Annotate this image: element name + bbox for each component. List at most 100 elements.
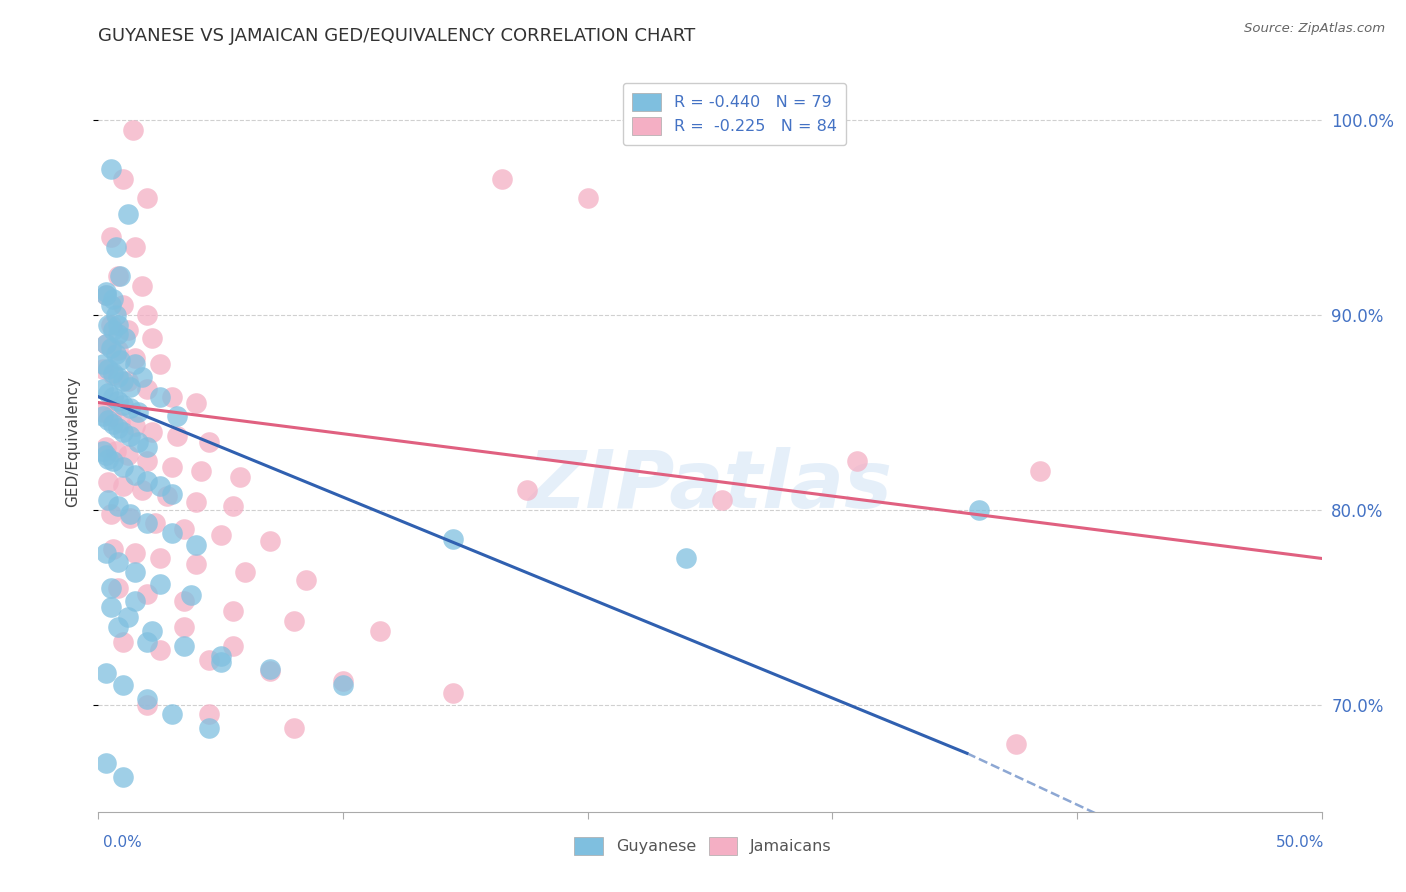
Point [441,532,464,546]
Point [94,546,117,560]
Point [141,624,163,638]
Point [136,454,159,468]
Point [107,327,129,342]
Point [259,663,281,677]
Point [127,434,149,449]
Point [120,401,142,416]
Text: GUYANESE VS JAMAICAN GED/EQUIVALENCY CORRELATION CHART: GUYANESE VS JAMAICAN GED/EQUIVALENCY COR… [98,27,696,45]
Point [101,541,124,556]
Point [222,604,245,618]
Point [94,756,117,770]
Point [197,434,219,449]
Point [173,594,195,608]
Point [111,459,134,474]
Point [259,665,281,679]
Point [166,428,188,442]
Point [141,425,163,439]
Point [97,493,120,508]
Point [259,533,281,548]
Point [515,483,537,498]
Point [233,565,256,579]
Point [1029,464,1052,478]
Point [94,448,117,462]
Point [136,635,159,649]
Point [197,707,219,722]
Point [149,576,172,591]
Point [136,698,159,712]
Point [131,278,153,293]
Point [97,318,120,332]
Point [94,285,117,299]
Point [332,674,354,689]
Point [91,362,114,376]
Point [111,374,134,388]
Point [104,347,127,361]
Point [845,454,868,468]
Point [111,635,134,649]
Point [97,362,120,376]
Point [94,666,117,681]
Point [173,522,195,536]
Point [120,380,142,394]
Point [110,352,132,367]
Point [107,499,129,513]
Point [120,428,142,442]
Point [97,413,120,427]
Point [209,528,232,542]
Point [149,357,172,371]
Point [117,374,139,388]
Point [117,324,139,338]
Point [94,337,117,351]
Point [94,288,117,302]
Point [117,448,139,462]
Point [101,390,124,404]
Point [101,368,124,383]
Point [143,516,166,531]
Point [120,507,142,521]
Point [124,467,146,482]
Point [94,288,117,302]
Point [111,398,134,412]
Point [94,337,117,351]
Point [114,331,136,345]
Point [136,191,159,205]
Point [107,620,129,634]
Point [131,370,153,384]
Point [107,370,129,384]
Point [100,600,122,615]
Point [222,639,245,653]
Point [107,393,129,408]
Point [131,483,153,498]
Point [124,357,146,371]
Point [111,425,134,439]
Point [121,123,143,137]
Point [107,268,129,283]
Point [111,678,134,692]
Point [141,331,163,345]
Point [91,405,114,419]
Point [100,581,122,595]
Text: 50.0%: 50.0% [1277,836,1324,850]
Point [124,351,146,365]
Point [186,538,208,552]
Text: ZIPatlas: ZIPatlas [527,447,893,525]
Point [160,487,183,501]
Point [283,721,305,735]
Point [772,824,794,838]
Point [111,298,134,312]
Point [111,770,134,784]
Point [149,479,172,493]
Point [295,573,318,587]
Point [97,452,120,467]
Point [94,441,117,455]
Point [100,298,122,312]
Point [97,385,120,400]
Point [149,390,172,404]
Point [91,382,114,396]
Point [441,686,464,700]
Point [124,240,146,254]
Point [190,464,212,478]
Point [100,318,122,332]
Point [209,648,232,663]
Point [104,240,127,254]
